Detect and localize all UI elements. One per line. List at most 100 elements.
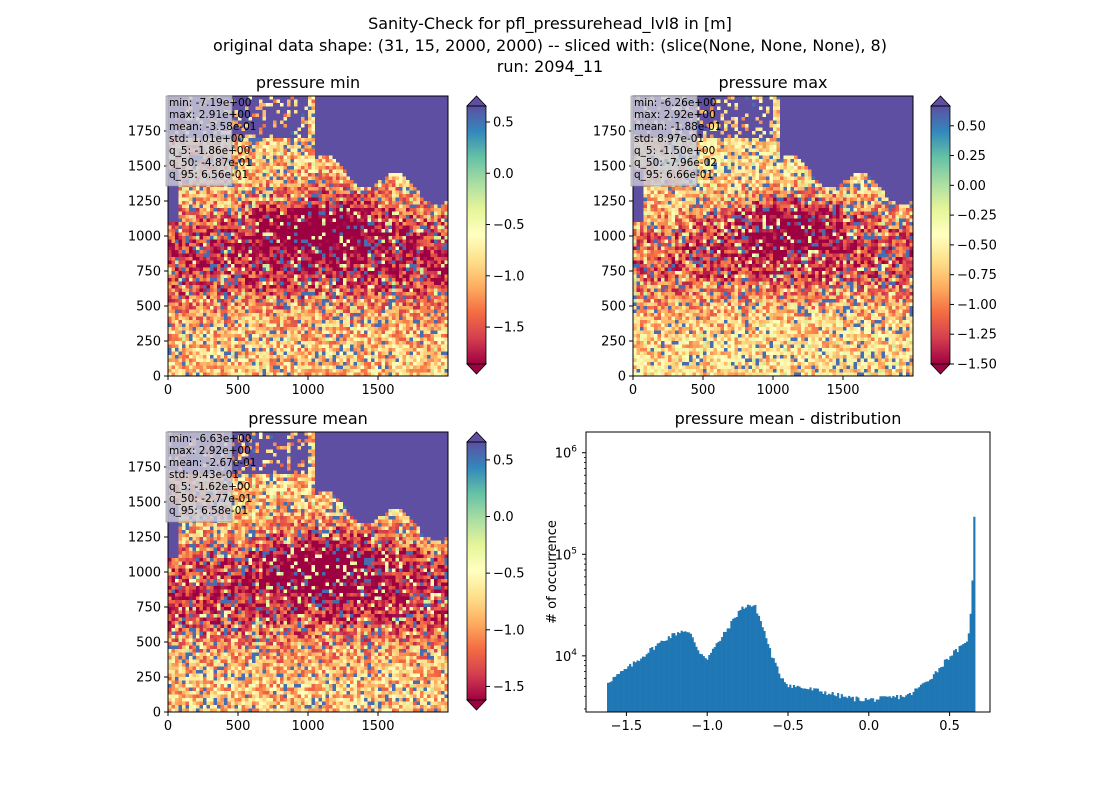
histogram-bar [774,662,777,712]
histogram-bar [862,701,865,712]
x-tick-label: 500 [226,719,251,734]
panel-title: pressure mean [248,409,368,428]
y-tick-label: 0 [153,370,161,385]
histogram-bar [717,641,720,712]
histogram-bar [872,698,875,712]
colorbar-tick-label: 0.0 [493,510,514,525]
stats-line: q_5: -1.86e+00 [169,145,250,157]
histogram-bar [708,655,711,712]
histogram-bars [607,516,976,712]
histogram-bar [802,688,805,712]
histogram-bar [756,613,759,712]
histogram-bar [710,652,713,712]
histogram-bar [757,615,761,712]
histogram-bar [781,678,785,712]
stats-line: q_95: 6.66e-01 [634,169,713,181]
colorbar-tick-label: −1.50 [957,358,997,373]
histogram-bar [829,694,832,712]
histogram-bar [778,673,781,712]
histogram-bar [925,681,928,712]
y-tick-label: 250 [136,335,161,350]
histogram-bar [619,671,623,712]
colorbar-tick-label: −1.5 [493,321,525,336]
heatmap-panel-pressure-min: pressure min 0 500 1000 1500 0 250 500 750 1000 12… [128,73,525,398]
suptitle-line-3: run: 2094_11 [497,57,603,77]
histogram-bar [739,610,742,712]
histogram-bar [818,691,821,712]
histogram-bar [886,696,889,712]
histogram-bar [634,662,637,712]
histogram-bar [908,692,912,712]
colorbar-tick-label: −0.75 [957,268,997,283]
histogram-bar [669,638,672,712]
histogram-bar [711,648,715,712]
histogram-bar [632,661,635,712]
y-tick-base: 10 [555,447,572,462]
histogram-bar [658,642,661,712]
histogram-bar [879,696,882,712]
histogram-bar [647,652,650,712]
histogram-bar [735,617,738,712]
histogram-bar [842,696,845,712]
x-tick-label: 500 [691,383,716,398]
histogram-bar [938,668,941,712]
histogram-bar [923,682,926,712]
histogram-bar [654,645,658,712]
y-tick-label: 1250 [593,195,626,210]
x-tick-label: 1000 [291,719,324,734]
stats-box-background [165,95,233,187]
histogram-bar [803,688,807,712]
histogram-bar [969,613,972,712]
histogram-bar [964,642,967,712]
y-tick-exponent: 5 [571,546,577,556]
histogram-bar [680,630,683,712]
histogram-bar [916,688,919,712]
histogram-panel: pressure mean - distribution −1.5 −1.0 −0.5… [545,409,991,734]
stats-line: q_95: 6.58e-01 [169,505,248,517]
histogram-bar [649,648,652,712]
histogram-bar [618,673,621,712]
y-tick-label: 1750 [128,461,161,476]
histogram-bar [833,695,836,712]
histogram-bar [759,621,762,712]
y-tick-base: 10 [555,650,572,665]
histogram-bar [851,696,854,712]
histogram-bar [678,633,681,712]
histogram-bar [907,693,910,712]
histogram-bar [640,658,643,712]
histogram-bar [629,663,632,712]
histogram-bar [761,627,764,712]
stats-line: q_50: -7.96e-02 [634,157,717,169]
histogram-bar [737,610,740,712]
histogram-bar [776,666,779,712]
histogram-bar [934,671,937,712]
heatmap-panel-pressure-max: pressure max 0 500 1000 1500 0 250 500 750 1000 12… [593,73,997,398]
x-tick-label: 0.5 [939,719,960,734]
histogram-bar [800,687,803,712]
histogram-bar [746,604,750,712]
histogram-bar [768,648,772,712]
y-tick-label: 750 [136,601,161,616]
colorbar-tick-label: 0.0 [493,167,514,182]
histogram-bar [715,643,718,712]
x-tick-label: 0 [629,383,637,398]
colorbar-tick-label: −1.0 [493,269,525,284]
y-tick-label: 1250 [128,531,161,546]
histogram-bar [837,693,840,712]
histogram-bar [763,631,766,712]
histogram-bar [965,641,969,712]
histogram-bar [667,636,670,712]
histogram-bar [857,697,860,712]
y-tick-label: 105 [555,546,577,563]
histogram-bar [662,641,665,712]
y-tick-label: 1750 [593,125,626,140]
histogram-bar [947,659,950,712]
colorbar-tick-label: −1.5 [493,680,525,695]
histogram-bar [807,689,810,712]
histogram-bar [625,668,628,712]
histogram-bar [748,605,751,712]
histogram-bar [706,659,709,712]
histogram-bar [809,687,812,712]
